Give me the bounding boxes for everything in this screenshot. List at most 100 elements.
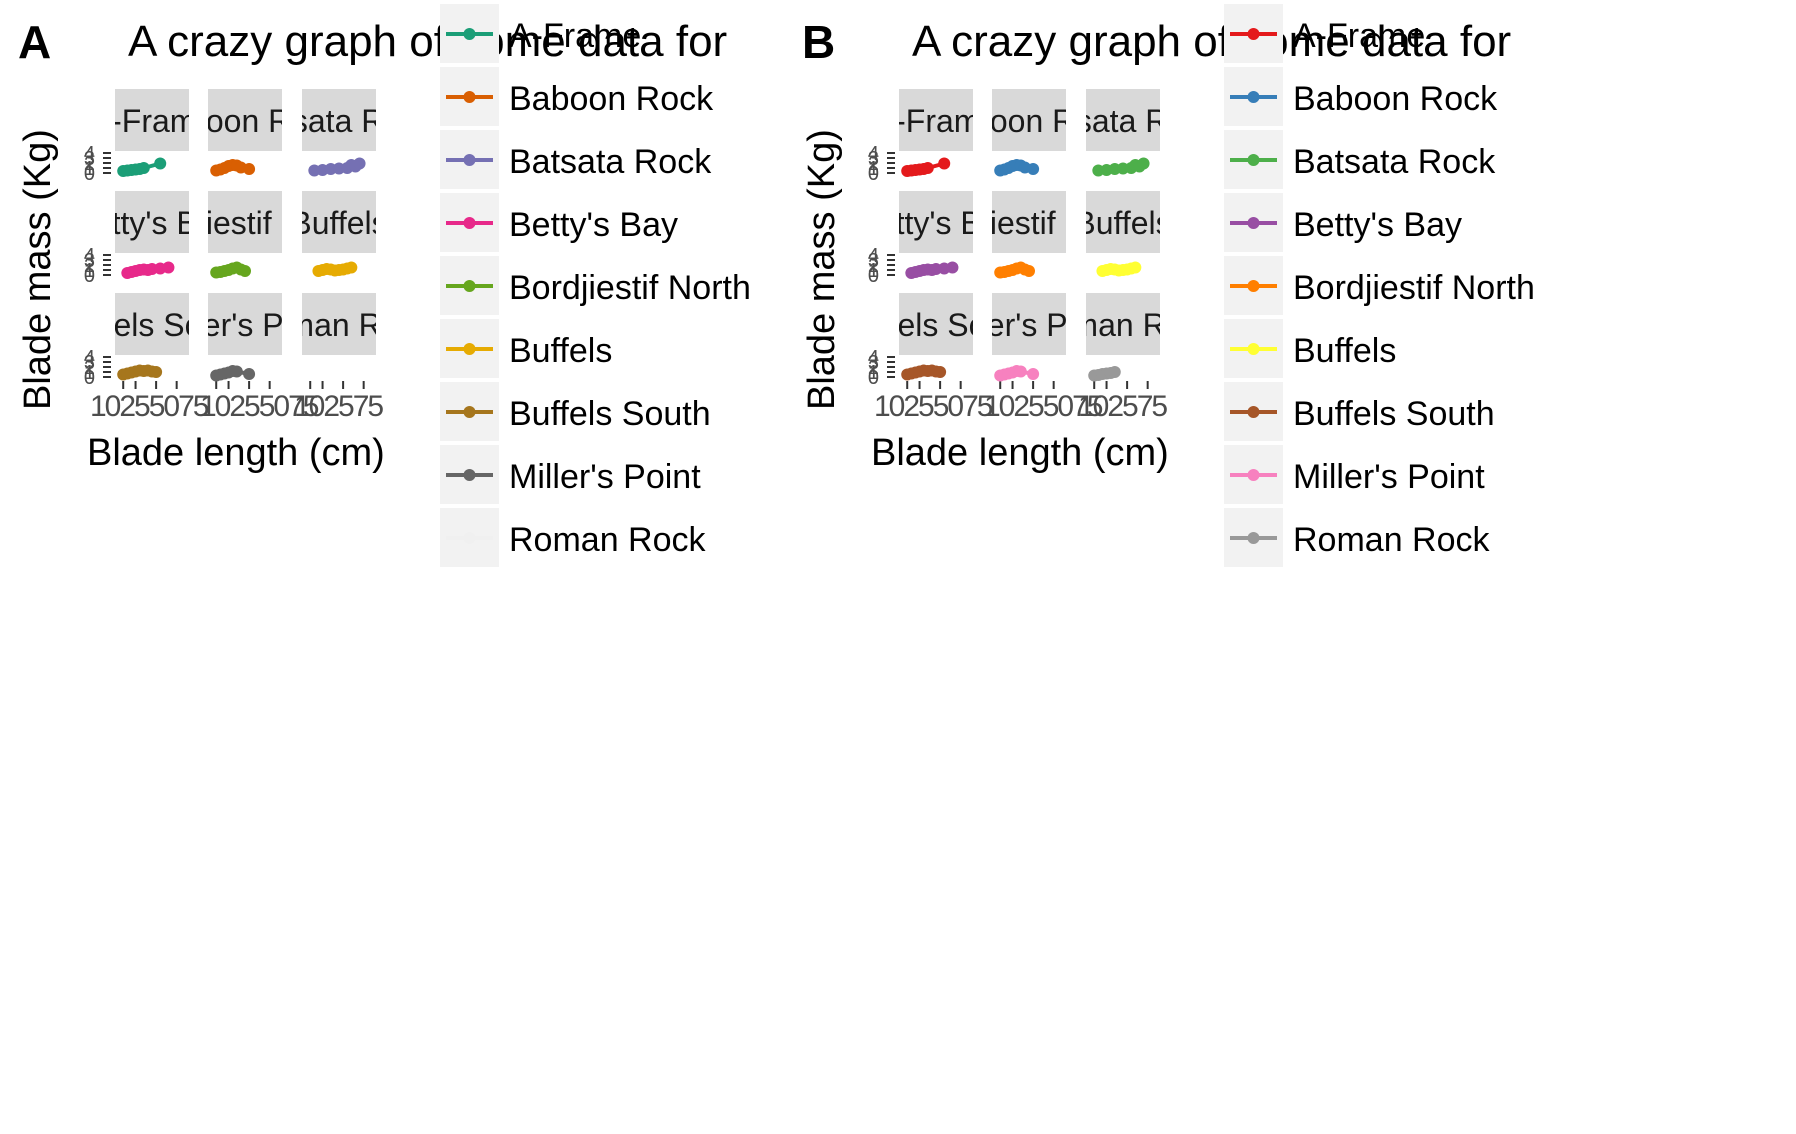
legend-key-point <box>1247 406 1260 418</box>
y-tick-label: 1 <box>84 260 95 282</box>
y-tick-label: 0 <box>868 265 879 287</box>
data-point <box>1027 163 1040 175</box>
legend-key-point <box>1247 469 1260 481</box>
legend-item: Bordjiestif North <box>440 256 751 315</box>
data-point <box>353 157 366 170</box>
y-tick-label: 1 <box>868 260 879 282</box>
x-tick-labels: 10255075 <box>984 390 1103 423</box>
y-tick-label: 4 <box>868 143 879 165</box>
legend-label: Roman Rock <box>1293 521 1491 559</box>
legend-key-point <box>463 469 476 481</box>
facet-label: Buffels <box>1074 205 1171 241</box>
data-point <box>934 366 947 378</box>
legend-label: Miller's Point <box>1293 458 1485 496</box>
legend-label: A-Frame <box>509 17 641 55</box>
legend-item: Buffels <box>440 319 612 378</box>
panel-tag: A <box>18 16 51 68</box>
facet-label: A-Frame <box>874 103 998 139</box>
legend-label: Miller's Point <box>509 458 701 496</box>
y-tick-label: 1 <box>868 158 879 180</box>
data-point <box>1137 157 1150 170</box>
legend-item: Buffels <box>1224 319 1396 378</box>
legend-item: Buffels South <box>1224 382 1495 441</box>
chart-panel-a: A A crazy graph of some data for Blade mas… <box>17 4 751 567</box>
y-tick-label: 2 <box>868 153 879 175</box>
facet-strip <box>992 89 1066 151</box>
legend-key-point <box>1247 91 1260 103</box>
facet-strip <box>992 191 1066 253</box>
x-tick-labels: 102575 <box>294 390 383 423</box>
facet: Roman Rock <box>247 293 433 389</box>
legend-key-point <box>1247 28 1260 40</box>
data-point <box>243 163 256 175</box>
data-point <box>1108 366 1121 378</box>
facet: Buffels <box>290 191 387 277</box>
facet-strip <box>899 89 973 151</box>
facet-strip <box>115 191 189 253</box>
facet-strip <box>899 293 973 355</box>
legend-label: Betty's Bay <box>509 206 678 244</box>
facet-label: Buffels <box>290 205 387 241</box>
y-tick-label: 3 <box>84 148 95 170</box>
y-tick-label: 1 <box>84 362 95 384</box>
y-tick-label: 3 <box>868 250 879 272</box>
y-tick-label: 2 <box>84 357 95 379</box>
facet-strip <box>208 89 282 151</box>
legend-label: Roman Rock <box>509 521 707 559</box>
facet-strip <box>899 191 973 253</box>
legend-label: Buffels <box>1293 332 1396 370</box>
facet-label: Roman Rock <box>247 307 433 343</box>
data-point <box>137 162 150 174</box>
panel-tag: B <box>802 16 835 68</box>
y-tick-label: 0 <box>84 265 95 287</box>
y-tick-label: 0 <box>868 163 879 185</box>
facet-label: Miller's Point <box>155 307 335 343</box>
facet-strip <box>1086 89 1160 151</box>
legend-item: Miller's Point <box>440 445 701 504</box>
legend-label: Bordjiestif North <box>1293 269 1535 307</box>
legend-key-point <box>1247 217 1260 229</box>
x-tick-labels: 10255075 <box>90 390 209 423</box>
facet: Baboon Rock <box>992 89 1066 177</box>
legend-key-point <box>463 343 476 355</box>
facet-strip <box>115 89 189 151</box>
facet: Buffels <box>1074 191 1171 277</box>
legend-item: Baboon Rock <box>1224 67 1498 126</box>
facet-strip <box>1086 191 1160 253</box>
legend-key-point <box>463 406 476 418</box>
legend-key-point <box>463 154 476 166</box>
legend-label: Buffels <box>509 332 612 370</box>
legend-key-point <box>1247 343 1260 355</box>
facet-label: Batsata Rock <box>1028 103 1219 139</box>
facet-strip <box>115 293 189 355</box>
legend-label: Baboon Rock <box>509 80 714 118</box>
facet-strip <box>1086 293 1160 355</box>
facet: Miller's Point <box>155 293 335 389</box>
x-axis-title: Blade length (cm) <box>87 432 385 474</box>
y-tick-label: 2 <box>868 255 879 277</box>
facet-label: Bordjiestif North <box>131 205 359 241</box>
y-tick-label: 3 <box>84 250 95 272</box>
legend-item: A-Frame <box>440 4 641 63</box>
y-tick-label: 4 <box>868 245 879 267</box>
x-tick-labels: 102575 <box>1078 390 1167 423</box>
y-axis-title: Blade mass (Kg) <box>17 129 59 410</box>
facet-strip <box>302 89 376 151</box>
facet-label: Batsata Rock <box>244 103 435 139</box>
chart-title: A crazy graph of some data for <box>912 17 1511 66</box>
facet-label: Miller's Point <box>939 307 1119 343</box>
facet-label: Betty's Bay <box>72 205 231 241</box>
y-axis-title: Blade mass (Kg) <box>801 129 843 410</box>
legend-item: Bordjiestif North <box>1224 256 1535 315</box>
legend-key-point <box>1247 280 1260 292</box>
facet: Bordjiestif North <box>992 191 1066 279</box>
x-tick-labels: 10255075 <box>874 390 993 423</box>
x-tick-labels: 10255075 <box>200 390 319 423</box>
facet-label: A-Frame <box>90 103 214 139</box>
facet-strip <box>302 293 376 355</box>
legend-key-point <box>1247 154 1260 166</box>
